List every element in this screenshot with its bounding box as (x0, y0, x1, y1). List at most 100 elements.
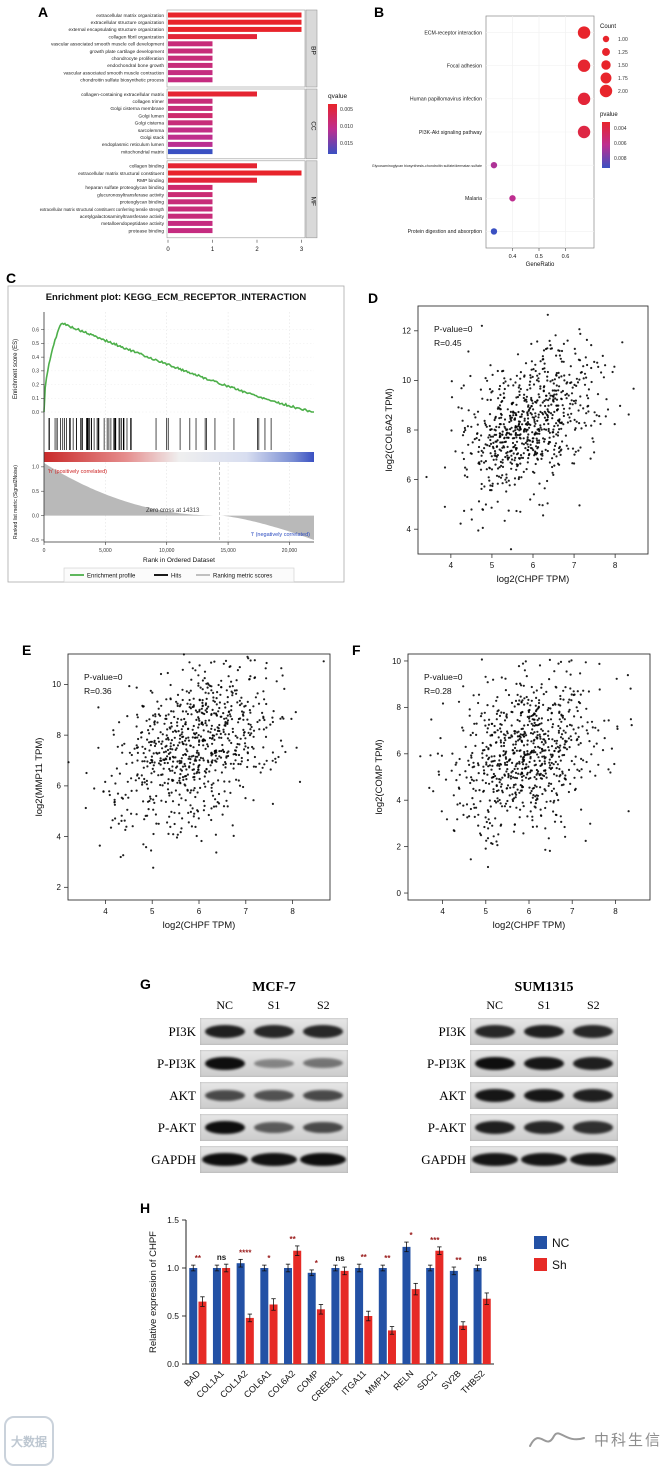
protein-band (300, 1152, 346, 1167)
data-point (521, 456, 525, 459)
data-point (465, 776, 468, 779)
data-point (504, 802, 508, 805)
data-point (551, 457, 554, 460)
data-point (238, 784, 242, 787)
data-point (242, 718, 245, 721)
data-point (524, 398, 527, 401)
panel-label-c: C (6, 270, 17, 286)
data-point (495, 425, 498, 428)
significance-label: ** (195, 1254, 202, 1263)
data-point (119, 855, 122, 859)
data-point (191, 768, 194, 771)
significance-label: ** (289, 1235, 296, 1244)
data-point (570, 412, 573, 415)
data-point (501, 789, 504, 792)
data-point (519, 749, 522, 752)
data-point (489, 438, 492, 442)
data-point (506, 768, 509, 771)
data-point (491, 482, 494, 485)
data-point (555, 384, 558, 387)
blot-group-sum1315: SUM1315 NC S1 S2 PI3K P-PI3K AKT P-AKT GAPDH (418, 980, 628, 1173)
svg-text:0.015: 0.015 (340, 141, 353, 147)
data-point (495, 474, 499, 477)
data-point (521, 662, 525, 665)
data-point (531, 732, 535, 735)
data-point (174, 756, 177, 759)
data-point (553, 670, 556, 673)
go-term-label: proteoglycan binding (120, 200, 165, 206)
data-point (519, 510, 522, 513)
data-point (515, 374, 518, 377)
data-point (596, 361, 599, 364)
data-point (552, 395, 555, 398)
data-point (519, 784, 522, 787)
data-point (530, 398, 533, 401)
data-point (547, 784, 550, 787)
data-point (174, 729, 177, 732)
data-point (265, 702, 268, 706)
data-point (511, 441, 515, 445)
data-point (522, 832, 525, 835)
data-point (590, 424, 593, 427)
data-point (578, 504, 581, 507)
data-point (492, 441, 495, 444)
data-point (522, 805, 525, 808)
lane-labels: NC S1 S2 (470, 998, 618, 1013)
data-point (471, 731, 474, 734)
data-point (532, 383, 536, 386)
watermark-brand: 中科生信 (526, 1424, 662, 1454)
data-point (515, 509, 518, 513)
data-point (557, 729, 560, 732)
data-point (513, 418, 516, 421)
protein-band (205, 1056, 245, 1071)
data-point (271, 802, 274, 805)
data-point (535, 785, 538, 788)
data-point (281, 674, 284, 677)
data-point (519, 454, 523, 457)
sh-bar (340, 1270, 349, 1364)
data-point (565, 748, 569, 751)
data-point (550, 755, 553, 759)
data-point (533, 724, 536, 727)
data-point (578, 422, 581, 425)
data-point (560, 391, 563, 394)
data-point (493, 450, 497, 453)
svg-text:1.75: 1.75 (618, 76, 628, 82)
data-point (160, 742, 163, 745)
data-point (458, 757, 461, 761)
go-term-label: collagen-containing extracellular matrix (81, 92, 165, 98)
data-point (567, 710, 570, 713)
protein-band (303, 1058, 343, 1069)
data-point (243, 742, 247, 745)
data-point (573, 453, 576, 456)
data-point (209, 731, 212, 734)
data-point (228, 713, 231, 716)
data-point (197, 768, 200, 771)
pathway-label: Protein digestion and absorption (408, 229, 483, 235)
sh-bar (435, 1250, 444, 1364)
svg-text:6: 6 (57, 782, 62, 791)
data-point (116, 792, 120, 795)
data-point (495, 712, 498, 715)
data-point (259, 771, 262, 774)
data-point (185, 743, 188, 746)
data-point (186, 727, 190, 731)
data-point (226, 751, 229, 754)
data-point (522, 410, 525, 413)
data-point (168, 756, 172, 759)
data-point (505, 436, 509, 439)
data-point (179, 703, 182, 706)
data-point (200, 707, 203, 710)
data-point (502, 369, 505, 372)
data-point (249, 675, 252, 678)
data-point (537, 413, 540, 416)
data-point (183, 762, 186, 766)
data-point (530, 740, 533, 743)
qvalue-colorbar (328, 104, 337, 154)
data-point (204, 709, 207, 712)
logo-text: 大数据 (10, 1434, 47, 1449)
svg-text:4: 4 (449, 561, 454, 570)
data-point (549, 718, 553, 721)
data-point (597, 729, 600, 732)
data-point (469, 807, 472, 811)
